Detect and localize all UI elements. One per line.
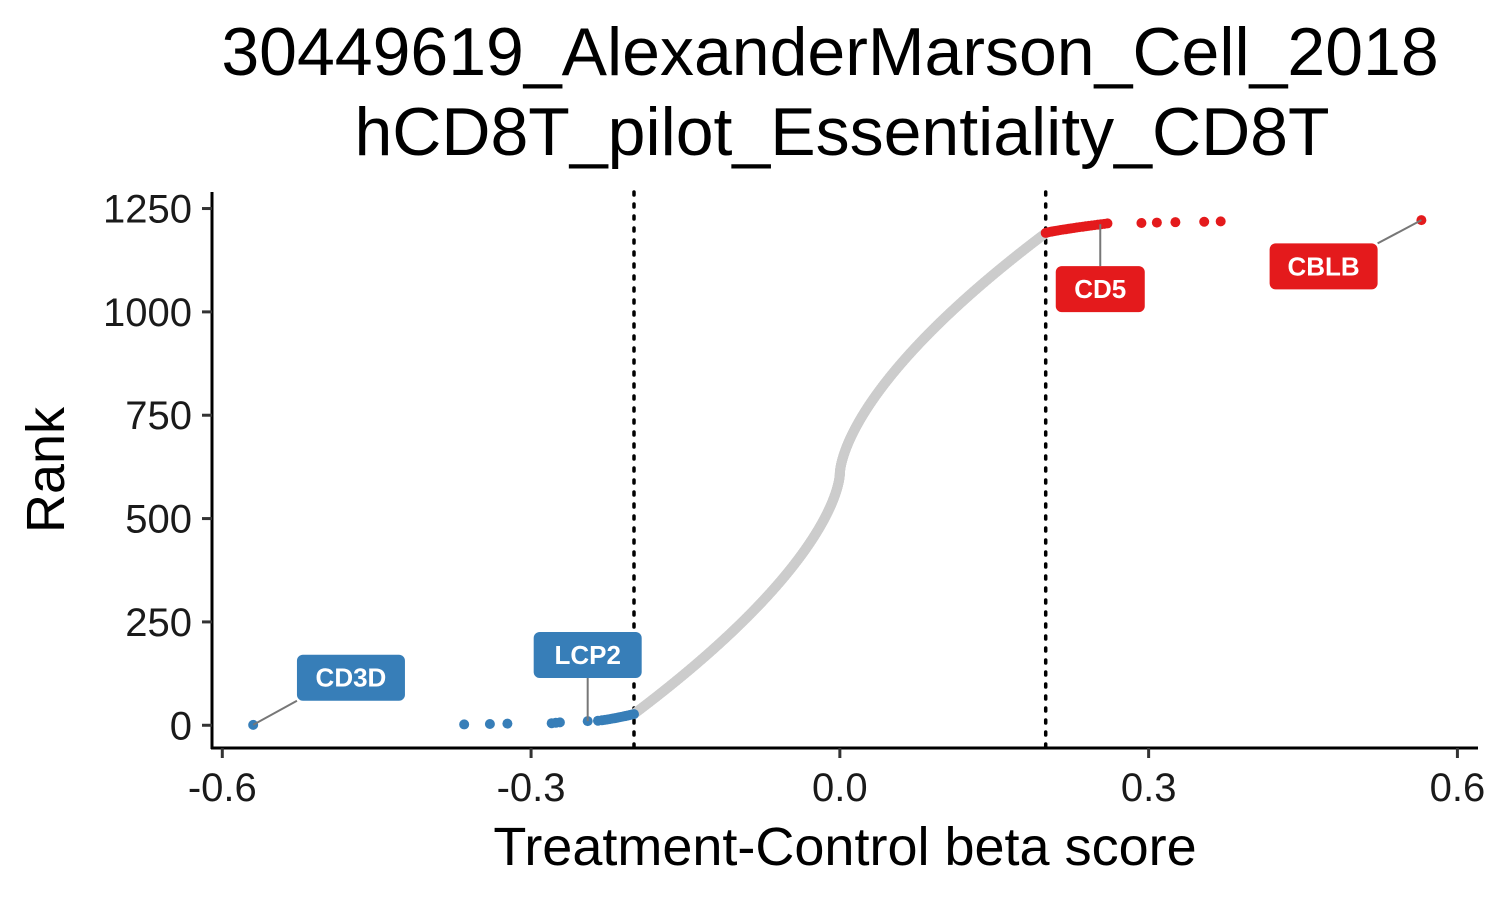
x-tick-label: 0.6 — [1430, 766, 1486, 810]
chart-subtitle: hCD8T_pilot_Essentiality_CD8T — [354, 94, 1329, 170]
gene-label-box — [1055, 266, 1145, 313]
gene-label-text: CBLB — [1288, 251, 1360, 281]
y-tick-label: 1250 — [103, 188, 192, 232]
gene-label-text: CD5 — [1074, 274, 1126, 304]
positive-point — [1199, 216, 1210, 227]
negative-point — [629, 709, 639, 720]
negative-point — [459, 719, 470, 730]
x-tick-label: 0.3 — [1121, 766, 1177, 810]
x-tick-label: -0.3 — [497, 766, 566, 810]
y-tick-label: 500 — [125, 498, 192, 542]
y-tick-label: 250 — [125, 601, 192, 645]
chart-title: 30449619_AlexanderMarson_Cell_2018 — [221, 14, 1438, 90]
x-axis-title: Treatment-Control beta score — [493, 817, 1196, 877]
label-leader-line — [1377, 219, 1422, 245]
positive-point — [1136, 218, 1147, 229]
x-tick-label: 0.0 — [812, 766, 868, 810]
y-tick-label: 0 — [170, 704, 192, 748]
positive-point — [1215, 216, 1226, 227]
plot-layer: 0 250 500 750 1000 1250 -0.6 -0.3 0.0 0.3 0.6 CD3D L… — [103, 188, 1485, 810]
gene-label-box — [1269, 243, 1378, 290]
x-tick-label: -0.6 — [188, 766, 257, 810]
positive-point — [1151, 217, 1162, 228]
y-axis-title: Rank — [16, 406, 76, 533]
gene-label-box — [533, 631, 642, 678]
positive-point — [1170, 217, 1181, 228]
y-tick-label: 750 — [125, 394, 192, 438]
y-tick-label: 1000 — [103, 291, 192, 335]
negative-point — [248, 719, 259, 730]
negative-point — [502, 718, 513, 729]
negative-point — [554, 717, 565, 728]
label-leader-line — [252, 699, 298, 726]
gene-label-text: LCP2 — [554, 640, 620, 670]
negative-point — [484, 719, 495, 730]
gene-label-text: CD3D — [316, 663, 387, 693]
positive-point — [1102, 218, 1113, 229]
gene-label-box — [296, 654, 405, 701]
